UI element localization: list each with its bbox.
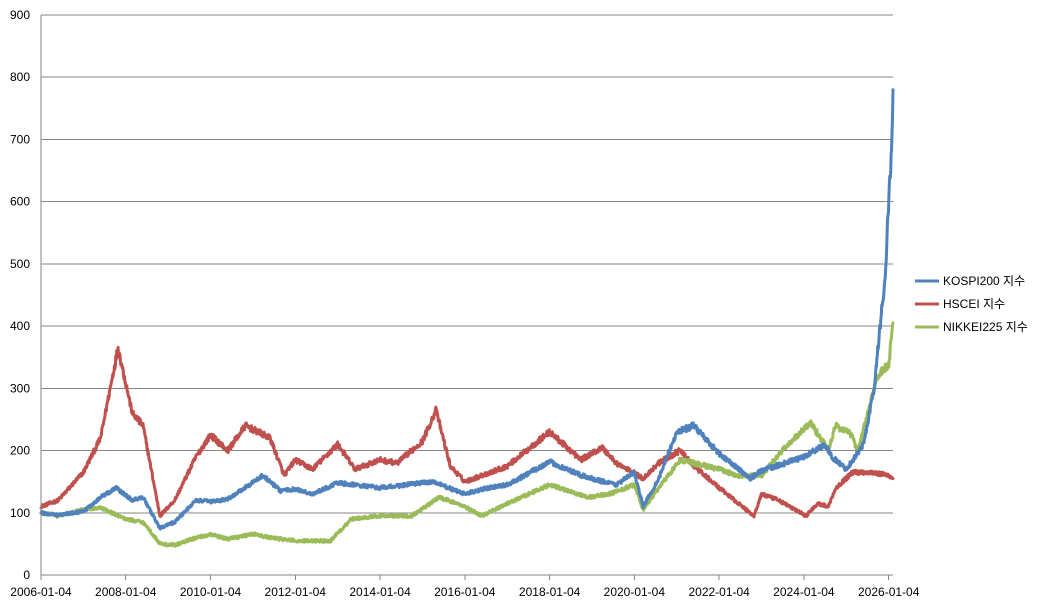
x-tick-label: 2016-01-04 [434,585,496,599]
x-tick-label: 2008-01-04 [95,585,157,599]
series-line-1 [39,345,895,519]
x-tick-label: 2006-01-04 [10,585,72,599]
gridlines [41,14,893,514]
series-line-0 [39,88,895,531]
series-layer [39,88,895,548]
x-axis-tick-labels: 2006-01-04 2008-01-04 2010-01-04 2012-01-04… [10,585,919,599]
x-tick-label: 2012-01-04 [265,585,327,599]
y-tick-label: 600 [10,195,30,209]
legend-label: KOSPI200 지수 [943,274,1025,288]
legend-label: NIKKEI225 지수 [943,320,1028,334]
y-tick-label: 500 [10,257,30,271]
y-tick-label: 100 [10,506,30,520]
x-tick-label: 2020-01-04 [604,585,666,599]
y-tick-label: 900 [10,8,30,22]
y-tick-label: 800 [10,70,30,84]
x-tick-label: 2018-01-04 [519,585,581,599]
x-tick-label: 2024-01-04 [773,585,835,599]
y-tick-label: 200 [10,444,30,458]
x-tick-label: 2026-01-04 [858,585,920,599]
y-tick-label: 400 [10,319,30,333]
x-tick-label: 2014-01-04 [349,585,411,599]
legend: KOSPI200 지수 HSCEI 지수 NIKKEI225 지수 [915,274,1028,334]
axes [40,15,893,580]
legend-label: HSCEI 지수 [943,297,1005,311]
y-tick-label: 300 [10,381,30,395]
x-tick-label: 2010-01-04 [180,585,242,599]
y-axis-tick-labels: 0 100 200 300 400 500 600 700 800 900 [10,8,30,582]
y-tick-label: 700 [10,132,30,146]
y-tick-label: 0 [23,568,30,582]
x-tick-label: 2022-01-04 [688,585,750,599]
